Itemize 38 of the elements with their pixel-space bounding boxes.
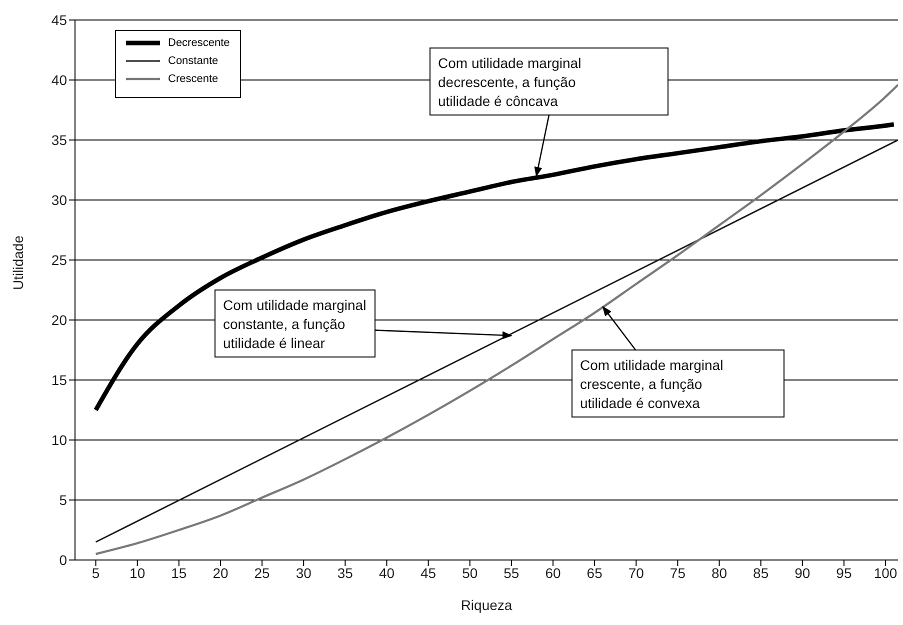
legend-label: Crescente xyxy=(168,73,218,85)
x-tick-label: 35 xyxy=(337,564,354,581)
x-tick-label: 55 xyxy=(504,564,520,581)
x-tick-label: 90 xyxy=(794,564,810,581)
x-tick-label: 30 xyxy=(296,564,312,581)
annotation: Com utilidade marginal decrescente, a função utilidade é côncava xyxy=(438,55,582,109)
legend-label: Constante xyxy=(168,55,218,67)
y-tick-label: 30 xyxy=(51,192,68,208)
x-tick-label: 80 xyxy=(711,564,728,581)
y-tick-label: 10 xyxy=(51,432,68,448)
y-tick-label: 25 xyxy=(51,252,68,268)
y-tick-label: 40 xyxy=(51,72,68,88)
x-tick-label: 60 xyxy=(545,564,561,581)
y-tick-label: 35 xyxy=(51,132,68,148)
annotation: Com utilidade marginal crescente, a função utilidade é convexa xyxy=(580,357,724,411)
annotation: Com utilidade marginal constante, a função utilidade é linear xyxy=(223,297,366,351)
x-tick-label: 70 xyxy=(628,564,644,581)
x-tick-label: 40 xyxy=(378,564,395,581)
x-tick-label: 5 xyxy=(92,564,100,581)
y-axis-title: Utilidade xyxy=(10,235,26,290)
y-tick-label: 5 xyxy=(59,492,68,508)
x-tick-label: 20 xyxy=(212,564,228,581)
x-axis-title: Riqueza xyxy=(460,597,512,613)
legend-label: Decrescente xyxy=(168,37,230,49)
y-tick-label: 0 xyxy=(59,552,68,568)
x-tick-label: 75 xyxy=(670,564,686,581)
y-tick-label: 20 xyxy=(51,312,68,328)
x-tick-label: 10 xyxy=(130,564,146,581)
x-tick-label: 85 xyxy=(753,564,769,581)
x-tick-label: 95 xyxy=(836,564,852,581)
x-tick-label: 100 xyxy=(874,564,898,581)
x-tick-label: 15 xyxy=(171,564,187,581)
y-tick-label: 45 xyxy=(51,12,68,28)
x-tick-label: 50 xyxy=(462,564,478,581)
x-tick-label: 25 xyxy=(254,564,270,581)
x-tick-label: 65 xyxy=(586,564,603,581)
x-tick-label: 45 xyxy=(420,564,436,581)
y-tick-label: 15 xyxy=(51,372,68,388)
